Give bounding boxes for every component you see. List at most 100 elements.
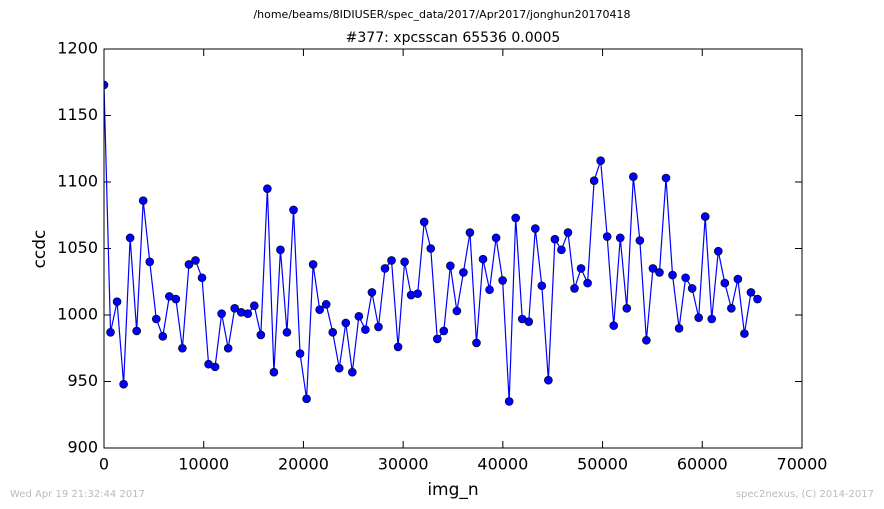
data-point	[308, 260, 318, 269]
data-point	[629, 172, 638, 181]
data-point	[393, 342, 403, 352]
data-point	[302, 394, 311, 404]
data-point	[465, 228, 475, 237]
y-tick-label: 1000	[57, 305, 98, 324]
data-point	[151, 314, 161, 324]
data-point	[132, 326, 141, 336]
data-point	[439, 326, 449, 336]
data-point	[681, 273, 690, 283]
data-point	[668, 270, 677, 280]
data-point	[223, 343, 233, 353]
data-point	[217, 309, 226, 318]
y-tick-label: 950	[67, 371, 98, 390]
data-point	[256, 330, 266, 340]
data-point	[446, 261, 455, 271]
data-point	[511, 213, 520, 223]
data-point	[609, 321, 619, 330]
data-point	[138, 196, 148, 205]
data-point	[263, 184, 272, 193]
x-tick-label: 0	[99, 455, 109, 474]
data-point	[119, 379, 128, 389]
x-tick-label: 40000	[477, 455, 528, 474]
y-axis-label: ccdc	[30, 230, 50, 269]
data-point	[583, 278, 592, 288]
data-point	[727, 304, 736, 313]
data-point	[282, 327, 292, 337]
data-point	[321, 300, 331, 309]
data-point	[380, 264, 390, 273]
data-point	[687, 284, 697, 293]
x-axis-label: img_n	[427, 480, 478, 500]
data-point	[485, 285, 494, 295]
plot-frame	[103, 48, 803, 449]
y-tick-label: 1150	[57, 105, 98, 124]
data-point	[531, 224, 540, 233]
y-tick-label: 1200	[57, 39, 98, 58]
data-point	[713, 246, 723, 256]
data-point	[387, 256, 396, 265]
data-point	[537, 281, 547, 291]
data-point	[413, 289, 422, 299]
data-point	[400, 257, 409, 267]
data-point	[432, 334, 442, 344]
data-point	[354, 312, 364, 321]
data-point	[106, 327, 115, 337]
x-tick-label: 60000	[677, 455, 728, 474]
data-point	[178, 343, 187, 353]
data-point	[570, 284, 579, 293]
data-point	[642, 335, 651, 345]
data-point	[661, 173, 671, 183]
data-point	[733, 274, 743, 284]
data-point	[341, 318, 351, 328]
data-point	[295, 349, 305, 358]
data-point	[589, 176, 599, 185]
data-point	[289, 205, 298, 215]
y-tick-label: 1100	[57, 172, 98, 191]
x-tick-label: 20000	[278, 455, 329, 474]
data-point	[550, 234, 560, 244]
data-point	[720, 278, 730, 288]
x-tick-label: 30000	[378, 455, 429, 474]
data-point	[334, 363, 344, 373]
data-point	[622, 304, 632, 313]
data-point	[700, 212, 710, 221]
data-point	[563, 228, 573, 237]
data-point	[250, 301, 259, 310]
data-point	[576, 264, 586, 273]
data-point	[524, 317, 534, 326]
data-point	[740, 329, 749, 338]
data-point	[315, 305, 324, 314]
data-point	[478, 254, 488, 264]
data-point	[419, 217, 429, 227]
data-point	[753, 294, 762, 304]
chart-title: #377: xpcsscan 65536 0.0005	[346, 30, 561, 46]
data-point	[112, 297, 122, 307]
data-point	[459, 268, 468, 277]
suptitle: /home/beams/8IDIUSER/spec_data/2017/Apr2…	[253, 8, 630, 21]
y-tick-label: 1050	[57, 238, 98, 257]
y-tick-label: 900	[67, 438, 98, 457]
data-point	[243, 309, 253, 318]
x-tick-label: 70000	[777, 455, 828, 474]
data-point	[694, 313, 703, 322]
data-point	[452, 306, 462, 316]
data-point	[348, 367, 357, 377]
data-point	[674, 323, 684, 333]
data-point	[328, 327, 338, 337]
data-point	[426, 244, 436, 253]
data-point	[557, 245, 566, 255]
data-point	[191, 256, 200, 265]
footer-right: spec2nexus, (C) 2014-2017	[736, 489, 874, 500]
data-point	[104, 80, 109, 90]
data-point	[648, 264, 658, 273]
data-point	[276, 245, 285, 255]
data-point	[361, 325, 370, 334]
data-point	[544, 375, 553, 385]
data-point	[602, 232, 612, 241]
data-point	[269, 367, 279, 377]
data-point	[210, 362, 220, 372]
series-line	[104, 84, 758, 402]
data-point	[171, 294, 181, 304]
data-point	[230, 304, 239, 313]
